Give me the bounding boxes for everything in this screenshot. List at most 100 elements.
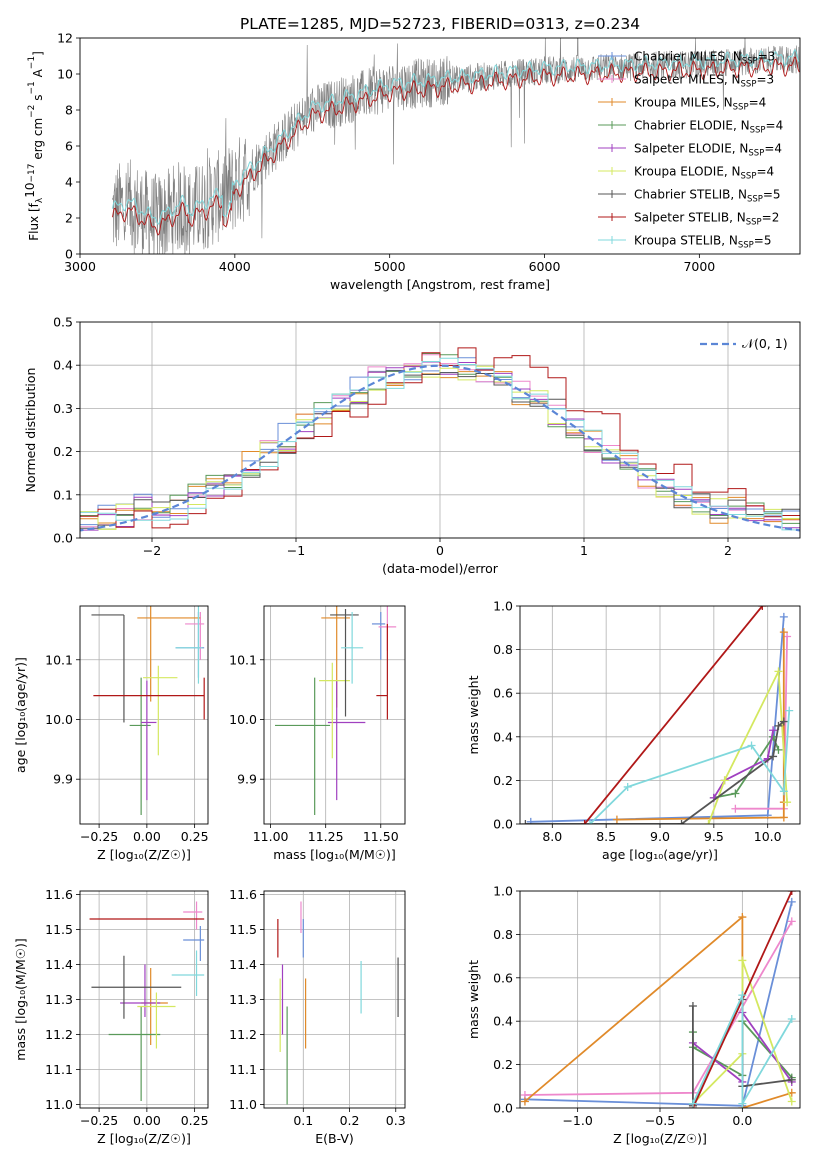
errorbar-point: [275, 677, 331, 816]
legend-gaussian-label: 𝒩(0, 1): [742, 336, 788, 351]
y-tick-label: 11.4: [229, 957, 257, 972]
y-label-part: ]: [31, 51, 45, 56]
y-label-part: −17: [27, 164, 37, 183]
series-line: [524, 901, 793, 1107]
legend-label: Chabrier STELIB, NSSP=5: [634, 188, 781, 205]
errorbar-point: [141, 680, 157, 801]
plus-marker: [769, 752, 778, 761]
plus-marker: [774, 721, 783, 730]
plus-marker: [586, 820, 594, 824]
y-tick-label: 0.6: [493, 970, 513, 985]
x-tick-label: 0.00: [133, 829, 161, 844]
plus-marker: [738, 991, 747, 1000]
axes-frame: [263, 890, 406, 1109]
y-tick-label: 11.5: [229, 922, 257, 937]
y-label-part: λ: [35, 197, 45, 203]
histogram-series: [80, 370, 800, 533]
errorbar-point: [91, 955, 182, 1019]
y-axis-label: age [log₁₀(age/yr)]: [13, 657, 28, 773]
plus-marker: [787, 891, 796, 895]
plot-area: [264, 606, 405, 824]
plus-marker: [612, 815, 621, 824]
y-tick-label: 11.3: [229, 992, 257, 1007]
y-label-part: −1: [27, 81, 37, 94]
mass-weight-series: [520, 917, 796, 1099]
plus-marker: [783, 798, 792, 807]
x-tick-label: 9.0: [650, 829, 670, 844]
y-tick-label: 9.9: [53, 772, 73, 787]
x-tick-label: 0.2: [340, 1113, 360, 1128]
y-tick-label: 0.0: [53, 531, 73, 546]
x-axis-label: Z [log₁₀(Z/Z☉)]: [97, 1131, 191, 1146]
histogram-series: [80, 365, 800, 535]
spectrum-model-kroupa-stelib: [112, 49, 800, 225]
axes-frame: [79, 321, 801, 539]
errorbar-point: [129, 677, 151, 816]
y-label-part: 10: [23, 183, 37, 198]
x-tick-label: 0.25: [181, 1113, 209, 1128]
plus-marker: [520, 1097, 529, 1106]
y-tick-label: 8: [65, 103, 73, 118]
legend-label: Kroupa ELODIE, NSSP=4: [634, 165, 774, 182]
plus-marker: [779, 628, 788, 637]
mass-weight-series: [704, 667, 792, 824]
x-tick-label: −0.25: [80, 829, 118, 844]
errorbar-point: [171, 950, 205, 996]
x-tick-label: 10.0: [754, 829, 782, 844]
series-line: [707, 667, 788, 824]
errorbar-point: [376, 623, 388, 720]
y-tick-label: 1.0: [493, 599, 513, 614]
errorbar-point: [143, 665, 178, 756]
plus-marker: [787, 1097, 796, 1106]
plus-marker: [623, 782, 632, 791]
x-tick-label: 0: [436, 543, 444, 558]
y-tick-label: 11.2: [229, 1027, 257, 1042]
x-tick-label: −0.5: [645, 1113, 675, 1128]
y-tick-label: 11.1: [229, 1062, 257, 1077]
y-tick-label: 11.1: [45, 1062, 73, 1077]
histogram-series: [80, 357, 800, 534]
y-tick-label: 10.1: [45, 652, 73, 667]
legend-label: Salpeter MILES, NSSP=3: [634, 73, 774, 90]
y-tick-label: 6: [65, 139, 73, 154]
y-tick-label: 0.4: [493, 1014, 513, 1029]
y-tick-label: 0.2: [493, 1057, 513, 1072]
y-axis-label: mass weight: [466, 960, 481, 1039]
y-tick-label: 11.0: [229, 1097, 257, 1112]
x-axis-label: Z [log₁₀(Z/Z☉)]: [613, 1131, 707, 1146]
plus-marker: [688, 1099, 697, 1108]
plus-marker: [787, 1075, 796, 1084]
x-axis-label: mass [log₁₀(M/M☉)]: [273, 847, 395, 862]
errorbar-point: [91, 614, 125, 723]
plot-area: [520, 891, 800, 1108]
plus-marker: [688, 1002, 697, 1011]
y-tick-label: 1.0: [493, 884, 513, 899]
series-line: [713, 730, 774, 799]
series-line: [583, 606, 763, 824]
plus-marker: [731, 804, 740, 813]
x-axis-label: Z [log₁₀(Z/Z☉)]: [97, 847, 191, 862]
x-tick-label: 5000: [374, 259, 406, 274]
plus-marker: [731, 789, 740, 798]
y-axis-label: Flux [fλ10−17 erg cm−2 s−1 A−1]: [23, 51, 45, 241]
y-tick-label: 10.1: [229, 652, 257, 667]
x-tick-label: 0.25: [181, 829, 209, 844]
plus-marker: [787, 897, 796, 906]
chart-massweight_vs_age: 8.0 8.5 9.0 9.5 10.0 0.0 0.2 0.4 0.6 0.8 1.0 age [l…: [466, 599, 801, 862]
x-tick-label: 6000: [529, 259, 561, 274]
plot-area: [80, 322, 800, 538]
y-tick-label: 0.0: [493, 1101, 513, 1116]
plus-marker: [720, 776, 729, 785]
x-tick-label: 8.0: [542, 829, 562, 844]
x-tick-label: −1: [287, 543, 305, 558]
plus-marker: [758, 606, 767, 610]
plot-area: [520, 606, 800, 824]
y-tick-label: 11.5: [45, 922, 73, 937]
mass-weight-series: [520, 897, 796, 1108]
x-axis-label: wavelength [Angstrom, rest frame]: [330, 277, 550, 292]
plus-marker: [747, 741, 756, 750]
spectrum-model-salpeter-stelib: [112, 56, 800, 236]
x-tick-label: 11.00: [253, 829, 289, 844]
errorbar-point: [330, 608, 359, 717]
